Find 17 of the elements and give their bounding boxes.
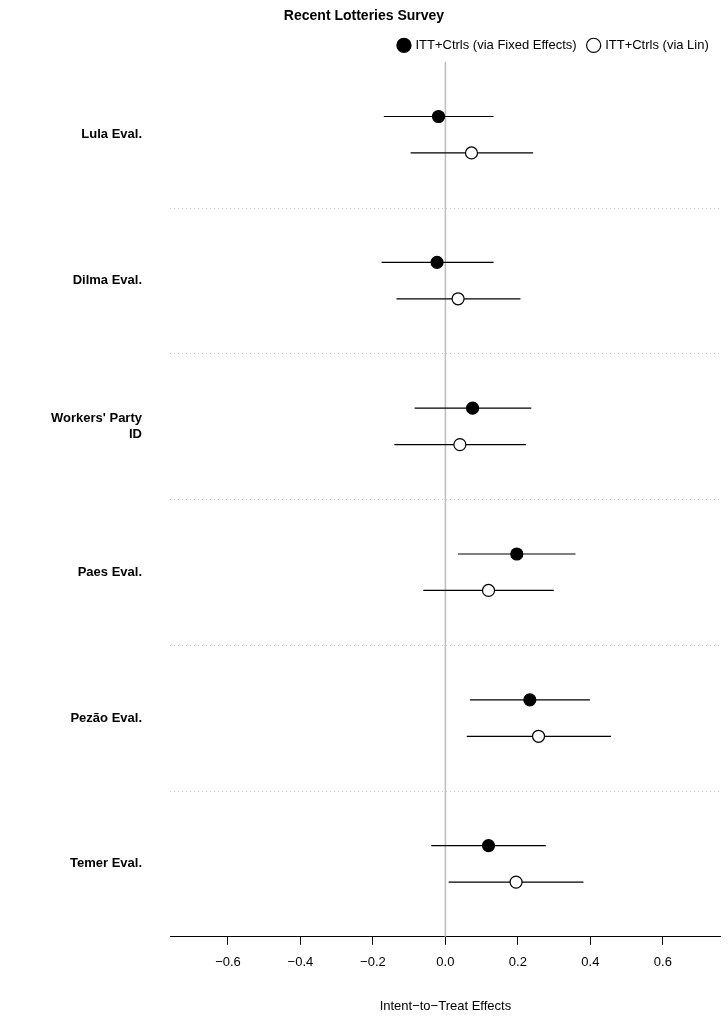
x-tick-label: −0.6: [215, 954, 241, 970]
y-tick-label: Dilma Eval.: [72, 272, 142, 288]
x-tick-label: 0.2: [508, 954, 527, 970]
x-tick-label: 0.6: [653, 954, 672, 970]
x-tick-label: −0.2: [360, 954, 386, 970]
x-axis-title: Intent−to−Treat Effects: [379, 997, 512, 1013]
legend-label: ITT+Ctrls (via Fixed Effects): [415, 36, 577, 52]
y-tick-label: Lula Eval.: [81, 126, 142, 142]
y-tick-label: Pezão Eval.: [70, 709, 142, 725]
y-tick-label: Paes Eval.: [77, 563, 142, 579]
y-tick-label: Temer Eval.: [69, 855, 142, 871]
x-tick-label: 0.0: [436, 954, 455, 970]
x-tick-label: 0.4: [581, 954, 600, 970]
legend-label: ITT+Ctrls (via Lin): [605, 36, 709, 52]
chart-title: Recent Lotteries Survey: [283, 7, 445, 24]
x-tick-label: −0.4: [287, 954, 314, 970]
y-tick-label: Workers' Party ID: [50, 410, 143, 441]
